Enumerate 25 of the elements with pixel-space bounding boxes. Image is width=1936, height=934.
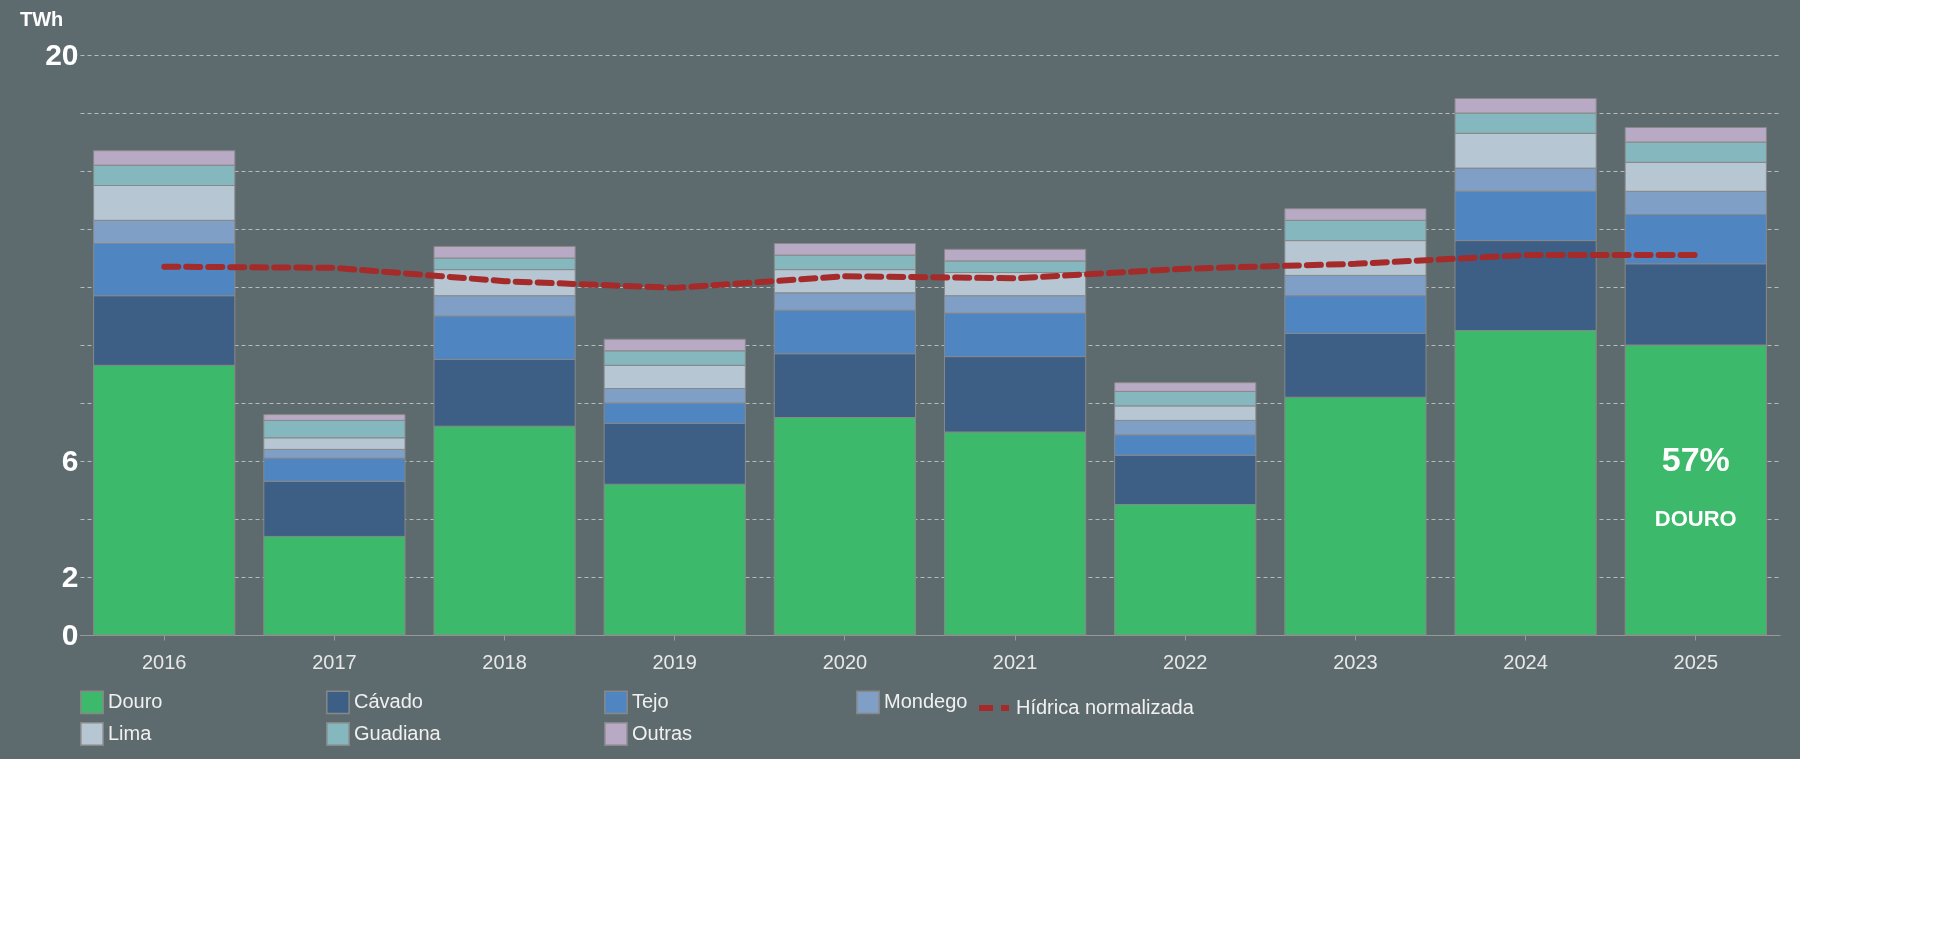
- y-axis-title: TWh: [20, 8, 64, 30]
- legend-label: Guadiana: [354, 722, 442, 744]
- x-tick-label: 2018: [482, 650, 527, 673]
- annotation: DOURO: [1654, 506, 1737, 531]
- x-tick-label: 2024: [1503, 650, 1548, 673]
- x-tick-label: 2022: [1163, 650, 1208, 673]
- y-tick-label: 0: [61, 617, 79, 651]
- y-tick-label: 2: [61, 559, 79, 593]
- y-tick-label: 6: [61, 443, 79, 477]
- x-tick-label: 2016: [141, 650, 187, 673]
- legend-label: Lima: [108, 722, 153, 744]
- x-tick-label: 2019: [652, 650, 697, 673]
- legend-label: Cávado: [354, 690, 423, 713]
- legend-label: Hídrica normalizada: [1016, 696, 1195, 718]
- legend-label: Mondego: [884, 690, 968, 713]
- legend-label: Douro: [108, 690, 163, 713]
- legend-label: Tejo: [632, 690, 669, 713]
- legend-label: Outras: [632, 722, 693, 744]
- x-tick-label: 2025: [1673, 650, 1719, 673]
- x-tick-label: 2017: [312, 650, 357, 673]
- x-tick-label: 2023: [1333, 650, 1378, 673]
- annotation: 57%: [1661, 440, 1730, 478]
- y-tick-label: 20: [45, 37, 79, 71]
- x-tick-label: 2020: [822, 650, 868, 673]
- x-tick-label: 2021: [992, 650, 1038, 673]
